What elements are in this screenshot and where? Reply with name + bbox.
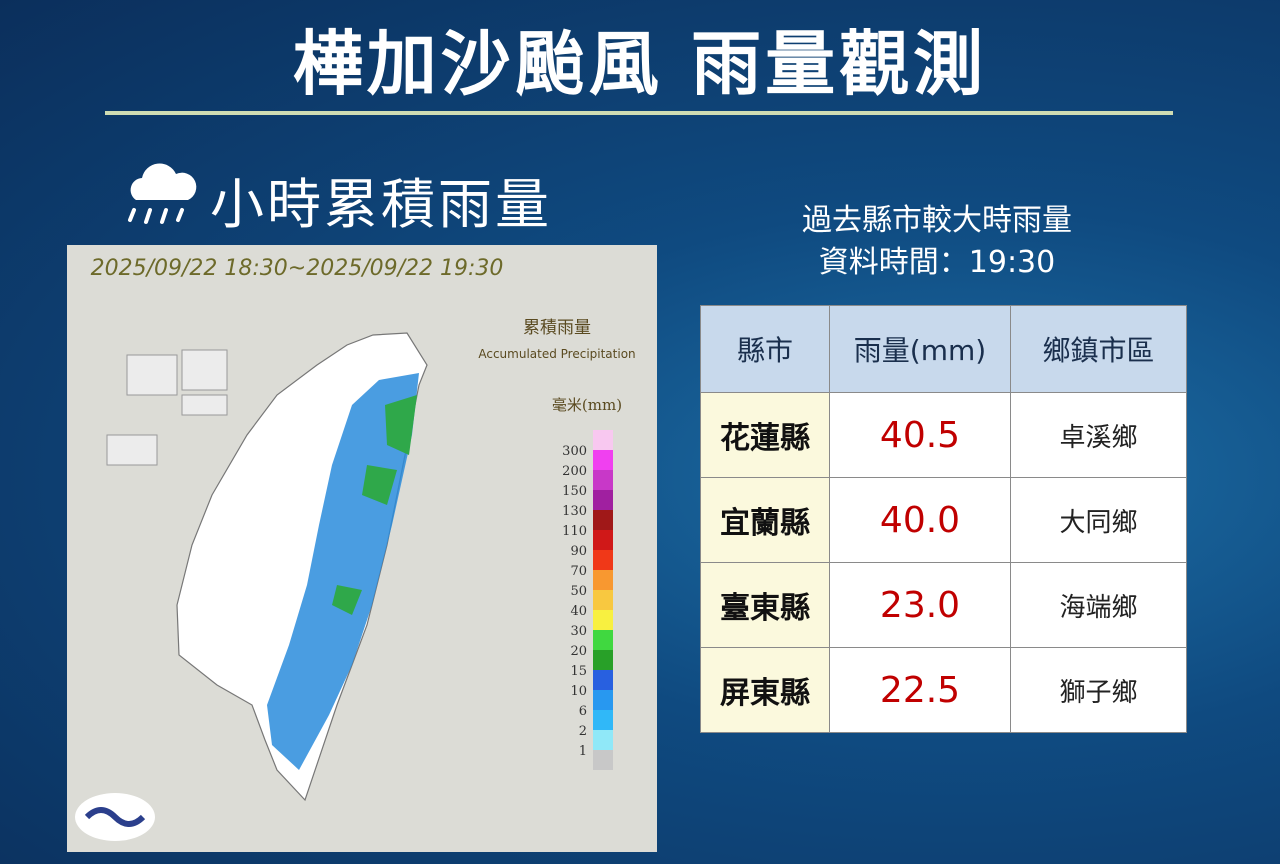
legend-label: 90: [570, 544, 587, 559]
legend-label: 150: [562, 484, 587, 499]
table-cell: 大同鄉: [1010, 477, 1187, 563]
legend-label: 2: [579, 724, 587, 739]
legend-label: 10: [570, 684, 587, 699]
table-cell: 卓溪鄉: [1010, 392, 1187, 478]
table-row: 宜蘭縣 40.0 大同鄉: [700, 477, 1187, 563]
legend-label: 1: [579, 744, 587, 759]
table-cell: 40.5: [829, 392, 1011, 478]
divider: [105, 111, 1173, 115]
legend-swatch: [593, 710, 613, 730]
legend-label: 20: [570, 644, 587, 659]
column-header: 鄉鎮市區: [1010, 305, 1187, 393]
legend-swatch: [593, 690, 613, 710]
table-cell: 花蓮縣: [700, 392, 830, 478]
legend-label: 15: [570, 664, 587, 679]
table-row: 花蓮縣 40.5 卓溪鄉: [700, 392, 1187, 478]
legend-swatch: [593, 550, 613, 570]
rain-map: 2025/09/22 18:30~2025/09/22 19:30 累積雨量 A…: [75, 256, 636, 841]
legend-label: 300: [562, 444, 587, 459]
table-caption: 過去縣市較大時雨量: [802, 203, 1072, 238]
map-panel: 2025/09/22 18:30~2025/09/22 19:30 累積雨量 A…: [67, 245, 657, 852]
legend-swatch: [593, 530, 613, 550]
legend-swatch: [593, 730, 613, 750]
table-row: 屏東縣 22.5 獅子鄉: [700, 647, 1187, 733]
legend-swatch: [593, 630, 613, 650]
table-row: 臺東縣 23.0 海端鄉: [700, 562, 1187, 648]
legend-swatch: [593, 430, 613, 450]
legend-label: 6: [579, 704, 587, 719]
legend-swatch: [593, 490, 613, 510]
legend-swatch: [593, 450, 613, 470]
table-cell: 22.5: [829, 647, 1011, 733]
legend-label: 110: [562, 524, 587, 539]
table-cell: 獅子鄉: [1010, 647, 1187, 733]
legend-swatch: [593, 650, 613, 670]
legend-label: 130: [562, 504, 587, 519]
rain-area: [332, 395, 417, 615]
title: 樺加沙颱風 雨量觀測: [292, 23, 988, 105]
legend-swatch: [593, 750, 613, 770]
rain-table: 縣市 雨量(mm) 鄉鎮市區 花蓮縣 40.5 卓溪鄉 宜蘭縣 40.0 大同鄉 臺東縣 23.0 海…: [700, 305, 1187, 733]
table-cell: 屏東縣: [700, 647, 830, 733]
legend-title: 累積雨量: [523, 318, 591, 338]
table-cell: 海端鄉: [1010, 562, 1187, 648]
table-cell: 23.0: [829, 562, 1011, 648]
table-caption: 資料時間：19:30: [818, 245, 1056, 280]
legend-label: 200: [562, 464, 587, 479]
legend-swatch: [593, 470, 613, 490]
legend-subtitle: Accumulated Precipitation: [478, 347, 635, 361]
subtitle: 小時累積雨量: [210, 173, 552, 236]
table-cell: 40.0: [829, 477, 1011, 563]
legend-label: 40: [570, 604, 587, 619]
legend-label: 30: [570, 624, 587, 639]
legend-swatch: [593, 570, 613, 590]
legend-swatch: [593, 510, 613, 530]
islands-inset: [106, 349, 228, 466]
time-range: 2025/09/22 18:30~2025/09/22 19:30: [91, 256, 504, 281]
column-header: 雨量(mm): [829, 305, 1011, 393]
legend-label: 70: [570, 564, 587, 579]
legend-swatch: [593, 590, 613, 610]
rain-icon: [128, 163, 197, 224]
table-cell: 臺東縣: [700, 562, 830, 648]
legend-swatch: [593, 610, 613, 630]
table-cell: 宜蘭縣: [700, 477, 830, 563]
legend-label: 50: [570, 584, 587, 599]
legend-unit: 毫米(mm): [552, 396, 622, 414]
column-header: 縣市: [700, 305, 830, 393]
legend-swatch: [593, 670, 613, 690]
